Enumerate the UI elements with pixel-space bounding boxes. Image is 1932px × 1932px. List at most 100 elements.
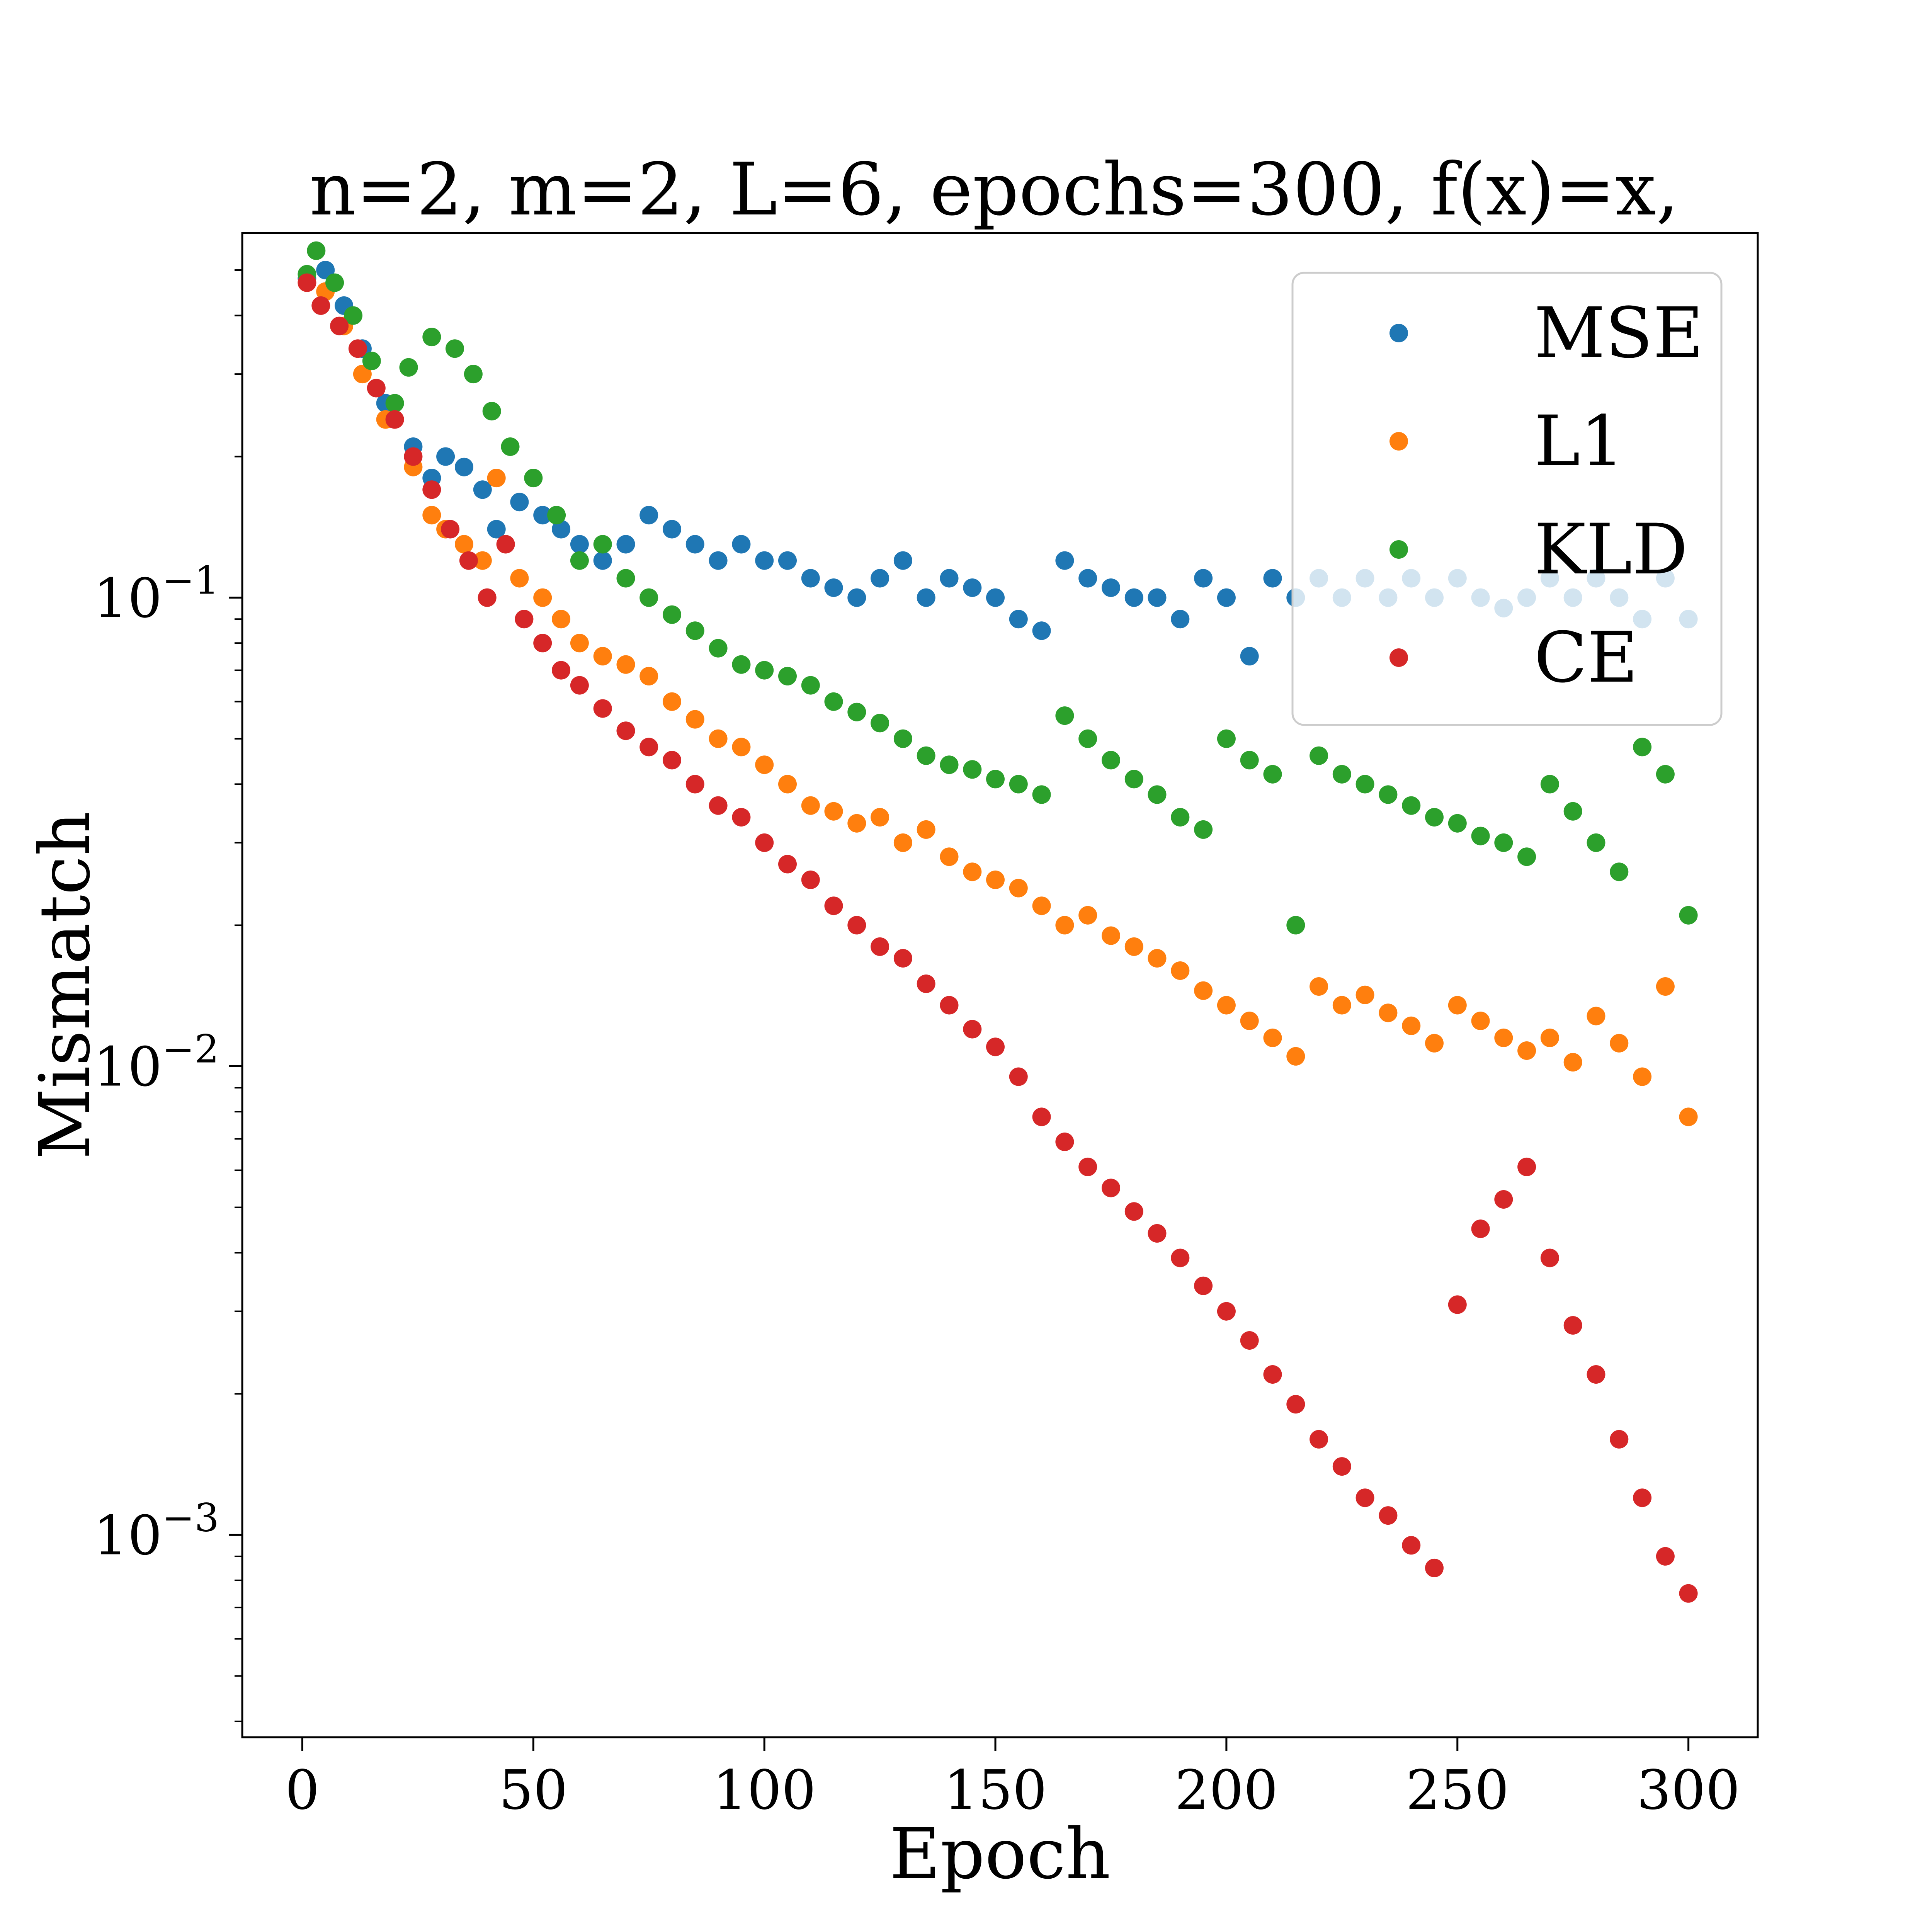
data-point-ce — [367, 379, 386, 398]
data-point-mse — [552, 520, 571, 539]
data-point-mse — [1102, 578, 1120, 597]
data-point-l1 — [1078, 906, 1097, 925]
data-point-mse — [593, 551, 612, 570]
data-point-l1 — [1587, 1007, 1605, 1026]
data-point-ce — [515, 610, 534, 629]
data-point-ce — [1656, 1547, 1675, 1566]
data-point-ce — [1471, 1219, 1490, 1238]
data-point-l1 — [986, 870, 1005, 889]
data-point-l1 — [616, 655, 635, 674]
data-point-kld — [1610, 862, 1629, 881]
data-point-mse — [1240, 647, 1259, 666]
data-point-mse — [685, 535, 704, 554]
data-point-ce — [330, 316, 349, 335]
data-point-kld — [344, 306, 362, 325]
data-point-ce — [1379, 1506, 1398, 1525]
data-point-mse — [1055, 551, 1074, 570]
data-point-l1 — [1148, 949, 1167, 968]
data-point-l1 — [685, 710, 704, 729]
data-point-ce — [441, 520, 460, 539]
data-point-kld — [1332, 765, 1351, 784]
x-tick-label: 0 — [285, 1759, 320, 1822]
data-point-mse — [1148, 588, 1167, 607]
data-point-l1 — [1009, 879, 1028, 898]
data-point-mse — [616, 535, 635, 554]
data-point-kld — [663, 605, 681, 624]
data-point-l1 — [732, 738, 751, 757]
data-point-l1 — [1494, 1028, 1513, 1047]
data-point-mse — [510, 493, 529, 512]
data-point-l1 — [824, 802, 843, 821]
data-point-ce — [639, 738, 658, 757]
data-point-l1 — [1633, 1067, 1652, 1086]
data-point-kld — [1540, 775, 1559, 794]
data-point-ce — [570, 676, 589, 695]
data-point-l1 — [533, 588, 552, 607]
data-point-l1 — [1240, 1012, 1259, 1030]
data-point-mse — [801, 569, 820, 588]
y-tick-base: 10 — [93, 1504, 162, 1567]
data-point-ce — [940, 996, 959, 1015]
data-point-ce — [1171, 1248, 1190, 1267]
data-point-ce — [1078, 1157, 1097, 1176]
data-point-ce — [871, 937, 889, 956]
data-point-l1 — [593, 647, 612, 666]
data-point-mse — [893, 551, 912, 570]
y-tick-label: 10−2 — [93, 1027, 219, 1099]
data-point-kld — [1102, 751, 1120, 770]
data-point-kld — [732, 655, 751, 674]
data-point-kld — [1055, 706, 1074, 725]
data-point-mse — [487, 520, 506, 539]
data-point-ce — [1217, 1302, 1236, 1321]
x-tick-label: 150 — [944, 1759, 1047, 1822]
data-point-ce — [616, 721, 635, 740]
y-tick-exponent: −3 — [162, 1495, 219, 1540]
data-point-kld — [1263, 765, 1282, 784]
data-point-mse — [1171, 610, 1190, 629]
data-point-kld — [847, 702, 866, 721]
data-point-kld — [893, 729, 912, 748]
data-point-l1 — [473, 551, 492, 570]
data-point-kld — [963, 760, 982, 779]
data-point-ce — [1587, 1365, 1605, 1384]
data-point-kld — [940, 755, 959, 774]
data-point-ce — [1102, 1179, 1120, 1197]
data-point-kld — [593, 535, 612, 554]
data-point-kld — [685, 621, 704, 640]
data-point-kld — [501, 437, 520, 456]
data-point-l1 — [1263, 1028, 1282, 1047]
data-point-kld — [1009, 775, 1028, 794]
data-point-ce — [1448, 1295, 1467, 1314]
data-point-l1 — [847, 814, 866, 833]
data-point-ce — [755, 833, 774, 852]
data-point-ce — [1610, 1430, 1629, 1449]
data-point-l1 — [963, 862, 982, 881]
data-point-kld — [1286, 916, 1305, 935]
data-point-kld — [986, 770, 1005, 789]
x-tick-label: 200 — [1175, 1759, 1278, 1822]
data-point-ce — [1402, 1536, 1421, 1555]
data-point-kld — [1171, 808, 1190, 827]
data-point-kld — [482, 402, 501, 421]
data-point-mse — [1194, 569, 1213, 588]
series-kld — [298, 241, 1698, 935]
data-point-mse — [1032, 621, 1051, 640]
data-point-ce — [847, 916, 866, 935]
data-point-kld — [1633, 738, 1652, 757]
data-point-kld — [616, 569, 635, 588]
data-point-kld — [524, 469, 543, 488]
data-point-l1 — [1517, 1041, 1536, 1060]
data-point-kld — [1448, 814, 1467, 833]
data-point-ce — [778, 855, 797, 874]
data-point-l1 — [510, 569, 529, 588]
data-point-l1 — [552, 610, 571, 629]
data-point-l1 — [1124, 937, 1143, 956]
y-tick-label: 10−1 — [93, 558, 219, 630]
data-point-l1 — [1540, 1028, 1559, 1047]
data-point-ce — [1425, 1558, 1444, 1577]
data-point-kld — [399, 358, 418, 377]
data-point-kld — [1425, 808, 1444, 827]
data-point-ce — [917, 975, 935, 993]
data-point-kld — [1587, 833, 1605, 852]
data-point-mse — [1124, 588, 1143, 607]
